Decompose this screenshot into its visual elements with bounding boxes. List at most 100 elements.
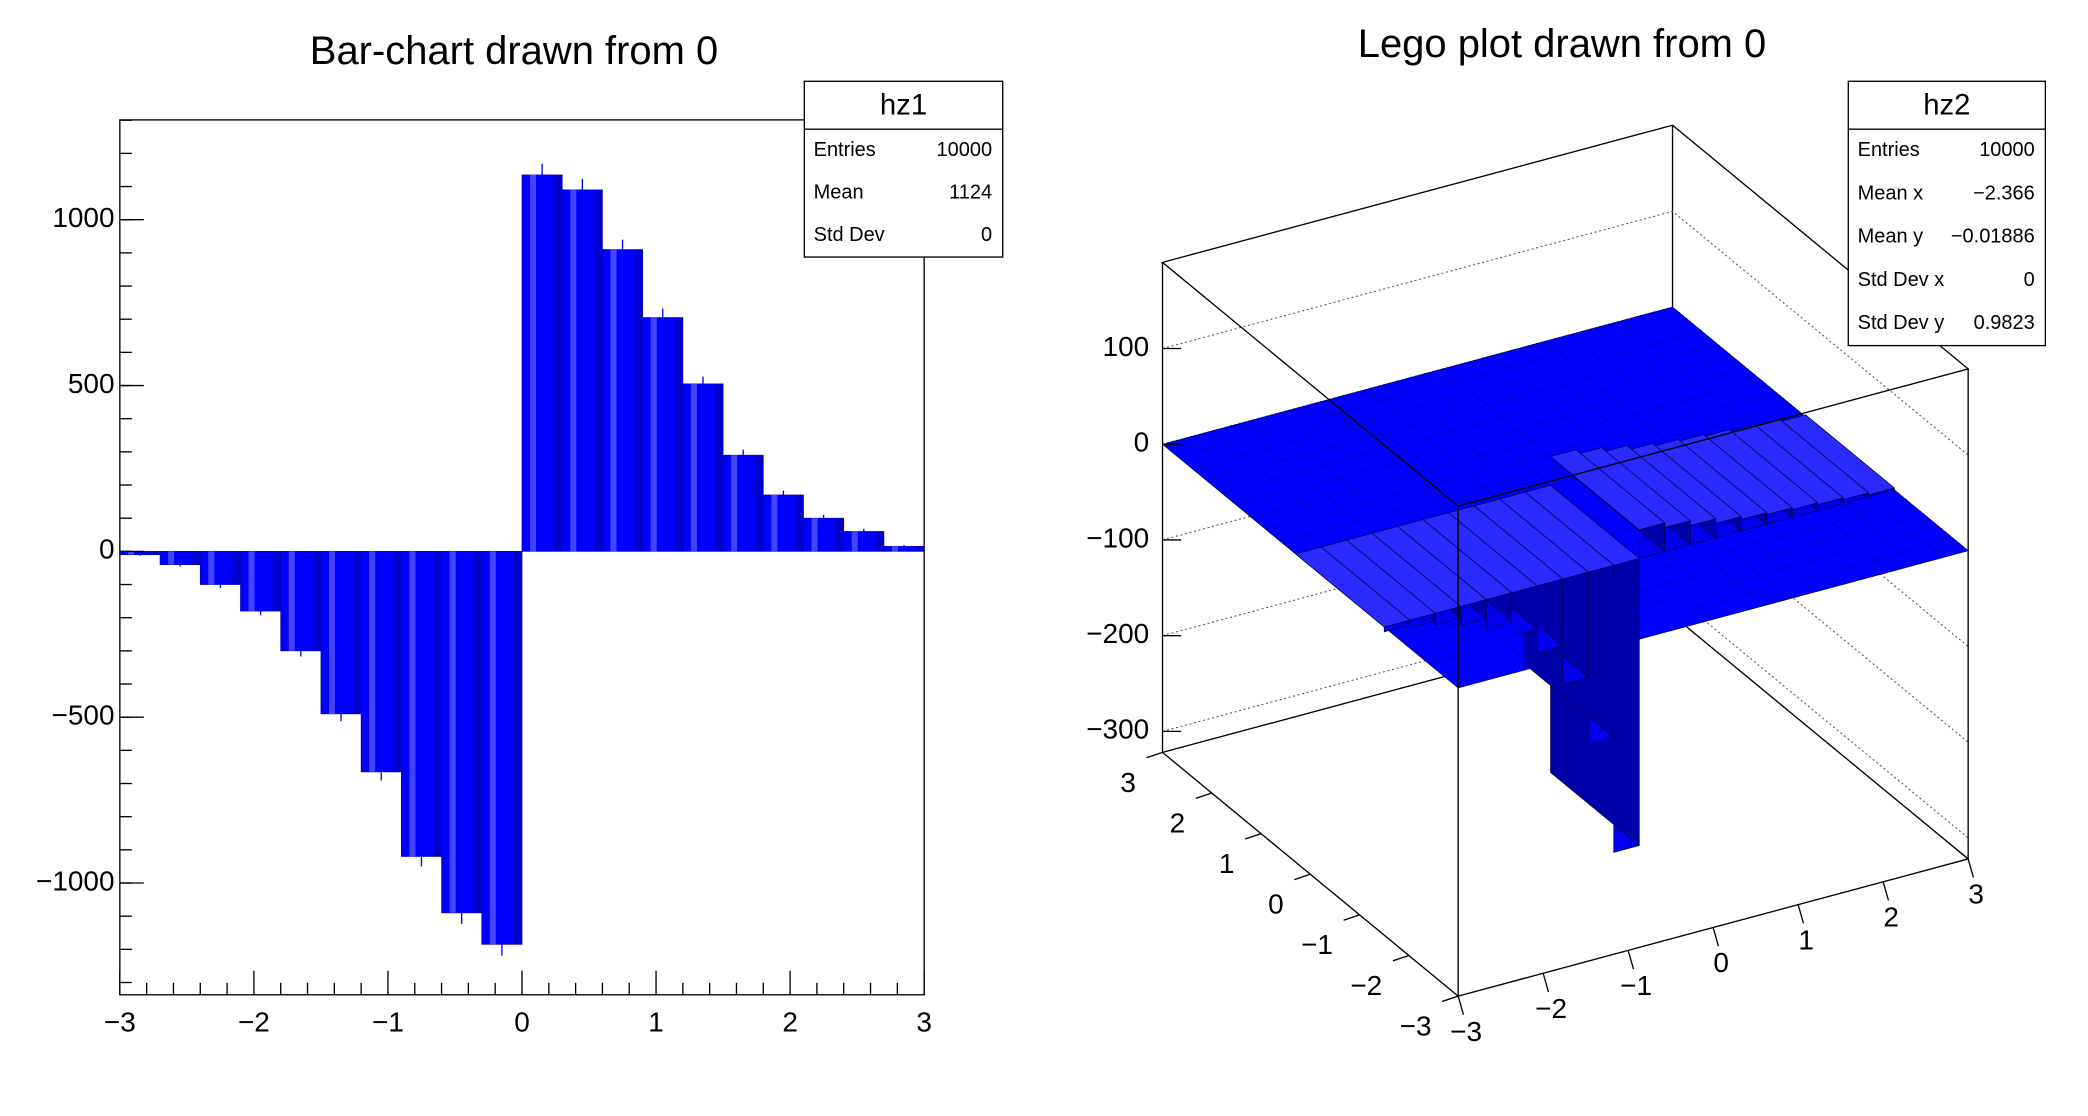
x-tick-label: −3 <box>104 1006 136 1037</box>
stats-value: 10000 <box>937 139 993 161</box>
stats-value: −2.366 <box>1973 182 2035 204</box>
z-tick-label: −100 <box>1086 522 1149 553</box>
bar-highlight <box>530 174 537 552</box>
lego-face <box>1294 546 1411 628</box>
bar-highlight <box>208 551 215 585</box>
bar-highlight <box>891 546 899 552</box>
y-tick <box>1441 995 1459 1003</box>
surface-grid <box>1251 379 1762 518</box>
bar-shade <box>795 494 804 552</box>
stats-value: −0.01886 <box>1951 226 2035 248</box>
bar-highlight <box>288 551 295 651</box>
z-tick-label: 0 <box>1134 427 1150 458</box>
stats-box <box>803 80 1004 258</box>
y-tick-label: −1 <box>1301 929 1333 960</box>
x-tick-label: 2 <box>782 1006 798 1037</box>
surface-grid <box>1177 318 1688 457</box>
stats-label: Std Dev x <box>1858 269 1945 291</box>
stats-label: Std Dev y <box>1858 312 1945 334</box>
stats-label: Mean <box>814 181 864 203</box>
x-tick-label: 0 <box>1713 947 1729 978</box>
x-tick <box>1712 927 1720 947</box>
x-tick <box>1797 904 1805 924</box>
bar-shade <box>312 551 321 651</box>
x-tick-label: −3 <box>1450 1016 1482 1047</box>
bar-shade <box>393 551 402 772</box>
x-tick-label: −2 <box>238 1006 270 1037</box>
stats-title: hz2 <box>1923 88 1970 121</box>
y-tick <box>1146 751 1163 759</box>
y-tick-label: 1 <box>1219 848 1235 879</box>
y-tick-label: 500 <box>68 368 115 399</box>
bar-shade <box>554 174 563 552</box>
y-tick-label: −500 <box>52 700 115 731</box>
x-tick-label: 2 <box>1883 901 1899 932</box>
lego-bar <box>1396 518 1513 629</box>
bar-shade <box>353 551 362 714</box>
z-tick-label: 100 <box>1103 331 1150 362</box>
bar-highlight <box>248 551 255 612</box>
y-tick-label: 0 <box>1268 889 1284 920</box>
stats-box <box>1847 80 2047 347</box>
lego-bar <box>1651 438 1768 532</box>
x-tick <box>1627 950 1635 970</box>
y-tick <box>1343 914 1360 921</box>
lego-bar <box>1575 446 1691 552</box>
bar-shade <box>433 551 442 857</box>
surface-grid <box>1265 392 1777 530</box>
x-tick-label: −2 <box>1535 993 1567 1024</box>
bar-highlight <box>489 551 496 945</box>
lego-bar <box>1294 546 1411 633</box>
y-tick-label: −2 <box>1350 970 1382 1001</box>
x-tick-label: 1 <box>1798 924 1814 955</box>
x-tick-label: 3 <box>1968 879 1984 910</box>
stats-label: Mean x <box>1858 182 1923 204</box>
stats-label: Mean y <box>1858 226 1923 248</box>
bar-highlight <box>127 551 134 555</box>
bar-shade <box>755 455 764 552</box>
chart-title: Bar-chart drawn from 0 <box>310 29 718 73</box>
lego-bar <box>1677 433 1793 525</box>
bar-shade <box>513 551 522 945</box>
bar-shade <box>152 551 161 555</box>
y-tick-label: 0 <box>99 534 115 565</box>
x-tick <box>1542 973 1550 993</box>
surface-grid <box>1192 331 1703 469</box>
x-tick <box>1457 995 1465 1015</box>
bar-highlight <box>851 531 858 552</box>
bar-shade <box>232 551 241 585</box>
lego-bar <box>1702 428 1819 518</box>
box-top <box>1161 124 1970 507</box>
lego-bar <box>1345 532 1462 626</box>
x-tick <box>1882 881 1890 901</box>
lego-face <box>1549 449 1666 531</box>
x-tick <box>1967 858 1975 878</box>
surface-grid <box>1280 404 1791 542</box>
bar-highlight <box>570 189 577 552</box>
bar-shade <box>594 189 603 552</box>
surface-grid <box>1206 343 1717 482</box>
stats-value: 0.9823 <box>1974 312 2035 334</box>
y-tick-label: 1000 <box>52 202 114 233</box>
grid-line <box>1162 210 1969 456</box>
bar-highlight <box>650 317 657 552</box>
bar-highlight <box>771 494 778 552</box>
z-tick-label: −200 <box>1086 618 1149 649</box>
bar-shade <box>835 518 844 552</box>
stats-value: 0 <box>2024 269 2035 291</box>
bar-shade <box>674 317 683 552</box>
bar-highlight <box>168 551 175 565</box>
bar-shade <box>634 249 643 552</box>
bar-highlight <box>409 551 416 857</box>
y-tick <box>1195 792 1212 799</box>
x-tick-label: 3 <box>916 1006 932 1037</box>
box-edge <box>1672 614 1969 860</box>
y-tick <box>1244 833 1262 840</box>
bar-highlight <box>328 551 335 714</box>
surface-grid <box>1236 367 1747 506</box>
y-tick-label: 3 <box>1120 767 1136 798</box>
y-tick <box>1392 954 1410 962</box>
y-tick-label: −1000 <box>36 865 115 896</box>
bar-highlight <box>369 551 376 772</box>
